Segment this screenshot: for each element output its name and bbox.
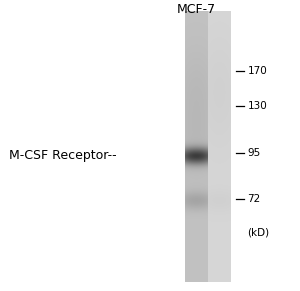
Text: MCF-7: MCF-7: [177, 3, 216, 16]
Text: 130: 130: [248, 101, 267, 111]
Text: 72: 72: [248, 194, 261, 204]
Text: 170: 170: [248, 66, 267, 76]
Text: (kD): (kD): [248, 228, 270, 238]
Text: M-CSF Receptor--: M-CSF Receptor--: [9, 149, 117, 162]
Text: 95: 95: [248, 148, 261, 158]
